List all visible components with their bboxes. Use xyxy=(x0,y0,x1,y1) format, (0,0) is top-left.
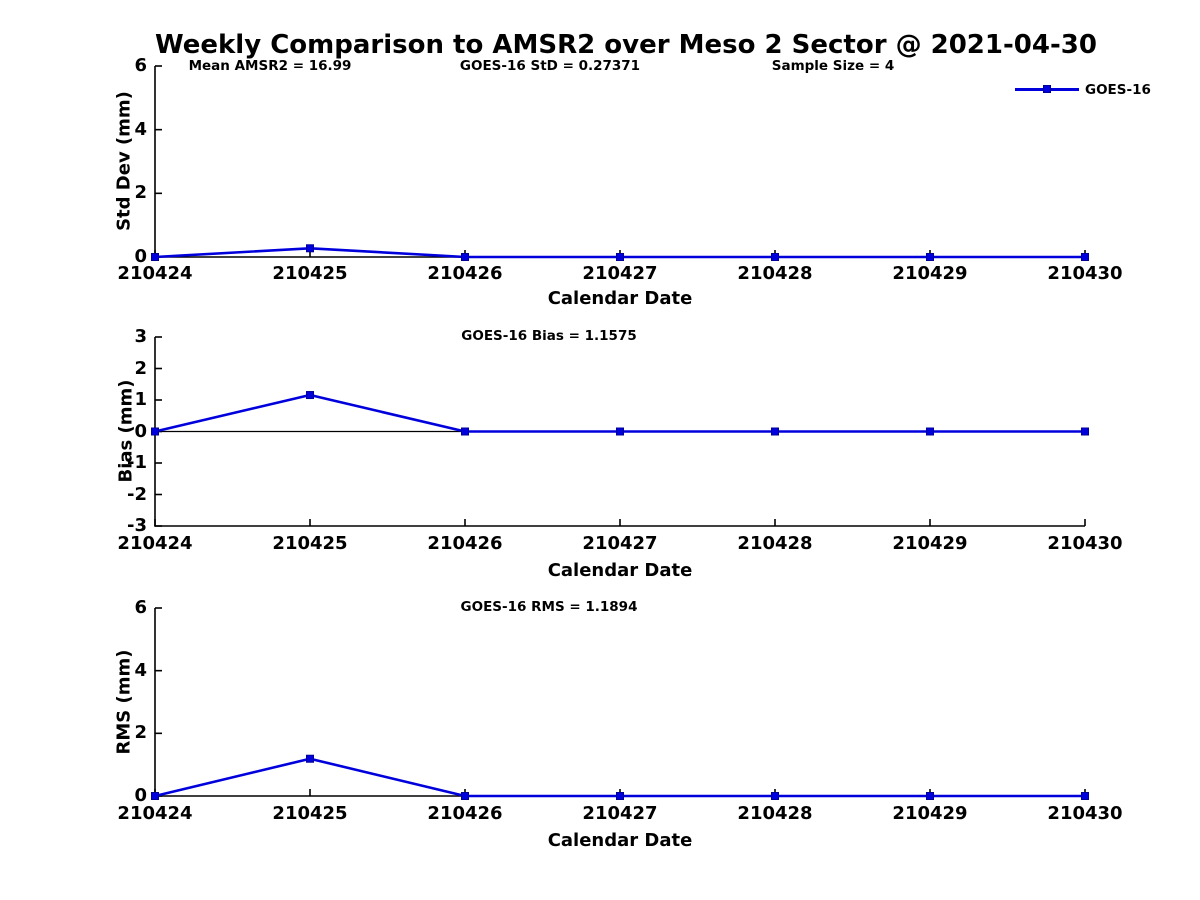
data-marker xyxy=(616,253,624,261)
legend: GOES-16 xyxy=(1015,80,1155,100)
x-axis-label-3: Calendar Date xyxy=(547,830,693,851)
x-tick-label: 210430 xyxy=(1047,533,1123,554)
x-tick-label: 210430 xyxy=(1047,263,1123,284)
y-tick-label: 4 xyxy=(134,118,147,140)
y-tick-label: 2 xyxy=(134,357,147,379)
stat-sample-size: Sample Size = 4 xyxy=(771,58,895,74)
stat-goes16-rms: GOES-16 RMS = 1.1894 xyxy=(460,599,638,615)
data-marker xyxy=(926,792,934,800)
figure-title: Weekly Comparison to AMSR2 over Meso 2 S… xyxy=(155,30,1097,60)
x-tick-label: 210429 xyxy=(892,263,968,284)
data-marker xyxy=(461,253,469,261)
data-marker xyxy=(771,253,779,261)
x-tick-label: 210428 xyxy=(737,263,813,284)
y-tick-label: 3 xyxy=(134,326,147,347)
x-tick-label: 210427 xyxy=(582,803,658,824)
x-tick-label: 210424 xyxy=(117,263,193,284)
data-marker xyxy=(306,754,314,763)
y-tick-label: 2 xyxy=(134,722,147,744)
x-tick-label: 210430 xyxy=(1047,803,1123,824)
x-tick-label: 210425 xyxy=(272,803,348,824)
data-marker xyxy=(771,427,779,436)
data-marker xyxy=(151,792,159,800)
stat-goes16-bias: GOES-16 Bias = 1.1575 xyxy=(461,328,637,344)
data-marker xyxy=(926,427,934,436)
x-tick-label: 210429 xyxy=(892,803,968,824)
y-tick-label: 2 xyxy=(134,182,147,204)
y-tick-label: 0 xyxy=(134,246,147,267)
data-marker xyxy=(926,253,934,261)
legend-series-label: GOES-16 xyxy=(1085,82,1151,98)
x-tick-label: 210425 xyxy=(272,533,348,554)
x-tick-label: 210424 xyxy=(117,533,193,554)
data-marker xyxy=(306,391,314,400)
data-marker xyxy=(151,253,159,261)
y-tick-label: -2 xyxy=(127,483,147,505)
y-tick-label: 0 xyxy=(134,420,147,442)
x-axis-label-1: Calendar Date xyxy=(547,288,693,309)
x-tick-label: 210425 xyxy=(272,263,348,284)
y-tick-label: 4 xyxy=(134,659,147,681)
data-marker xyxy=(1081,253,1089,261)
y-tick-label: -3 xyxy=(127,515,147,536)
legend-marker-square xyxy=(1043,85,1051,93)
x-tick-label: 210424 xyxy=(117,803,193,824)
x-tick-label: 210426 xyxy=(427,803,503,824)
data-marker xyxy=(1081,427,1089,436)
data-marker xyxy=(151,427,159,436)
y-tick-label: 0 xyxy=(134,785,147,806)
y-tick-label: 6 xyxy=(134,597,147,618)
data-line-goes-16 xyxy=(154,393,1085,433)
x-tick-label: 210428 xyxy=(737,533,813,554)
x-tick-label: 210428 xyxy=(737,803,813,824)
y-tick-label: -1 xyxy=(127,452,147,473)
data-marker xyxy=(461,427,469,436)
x-tick-label: 210429 xyxy=(892,533,968,554)
stat-goes16-std: GOES-16 StD = 0.27371 xyxy=(459,58,641,74)
y-tick-label: 6 xyxy=(134,55,147,76)
x-tick-label: 210427 xyxy=(582,263,658,284)
data-marker xyxy=(616,792,624,800)
data-marker xyxy=(306,244,314,253)
data-marker xyxy=(616,427,624,436)
data-marker xyxy=(1081,792,1089,800)
stat-mean-amsr2: Mean AMSR2 = 16.99 xyxy=(188,58,352,74)
x-tick-label: 210426 xyxy=(427,263,503,284)
y-axis-label-std-dev: Std Dev (mm) xyxy=(113,91,135,231)
x-tick-label: 210427 xyxy=(582,533,658,554)
data-marker xyxy=(461,792,469,800)
x-tick-label: 210426 xyxy=(427,533,503,554)
data-marker xyxy=(771,792,779,800)
x-axis-label-2: Calendar Date xyxy=(547,560,693,581)
y-tick-label: 1 xyxy=(134,389,147,410)
